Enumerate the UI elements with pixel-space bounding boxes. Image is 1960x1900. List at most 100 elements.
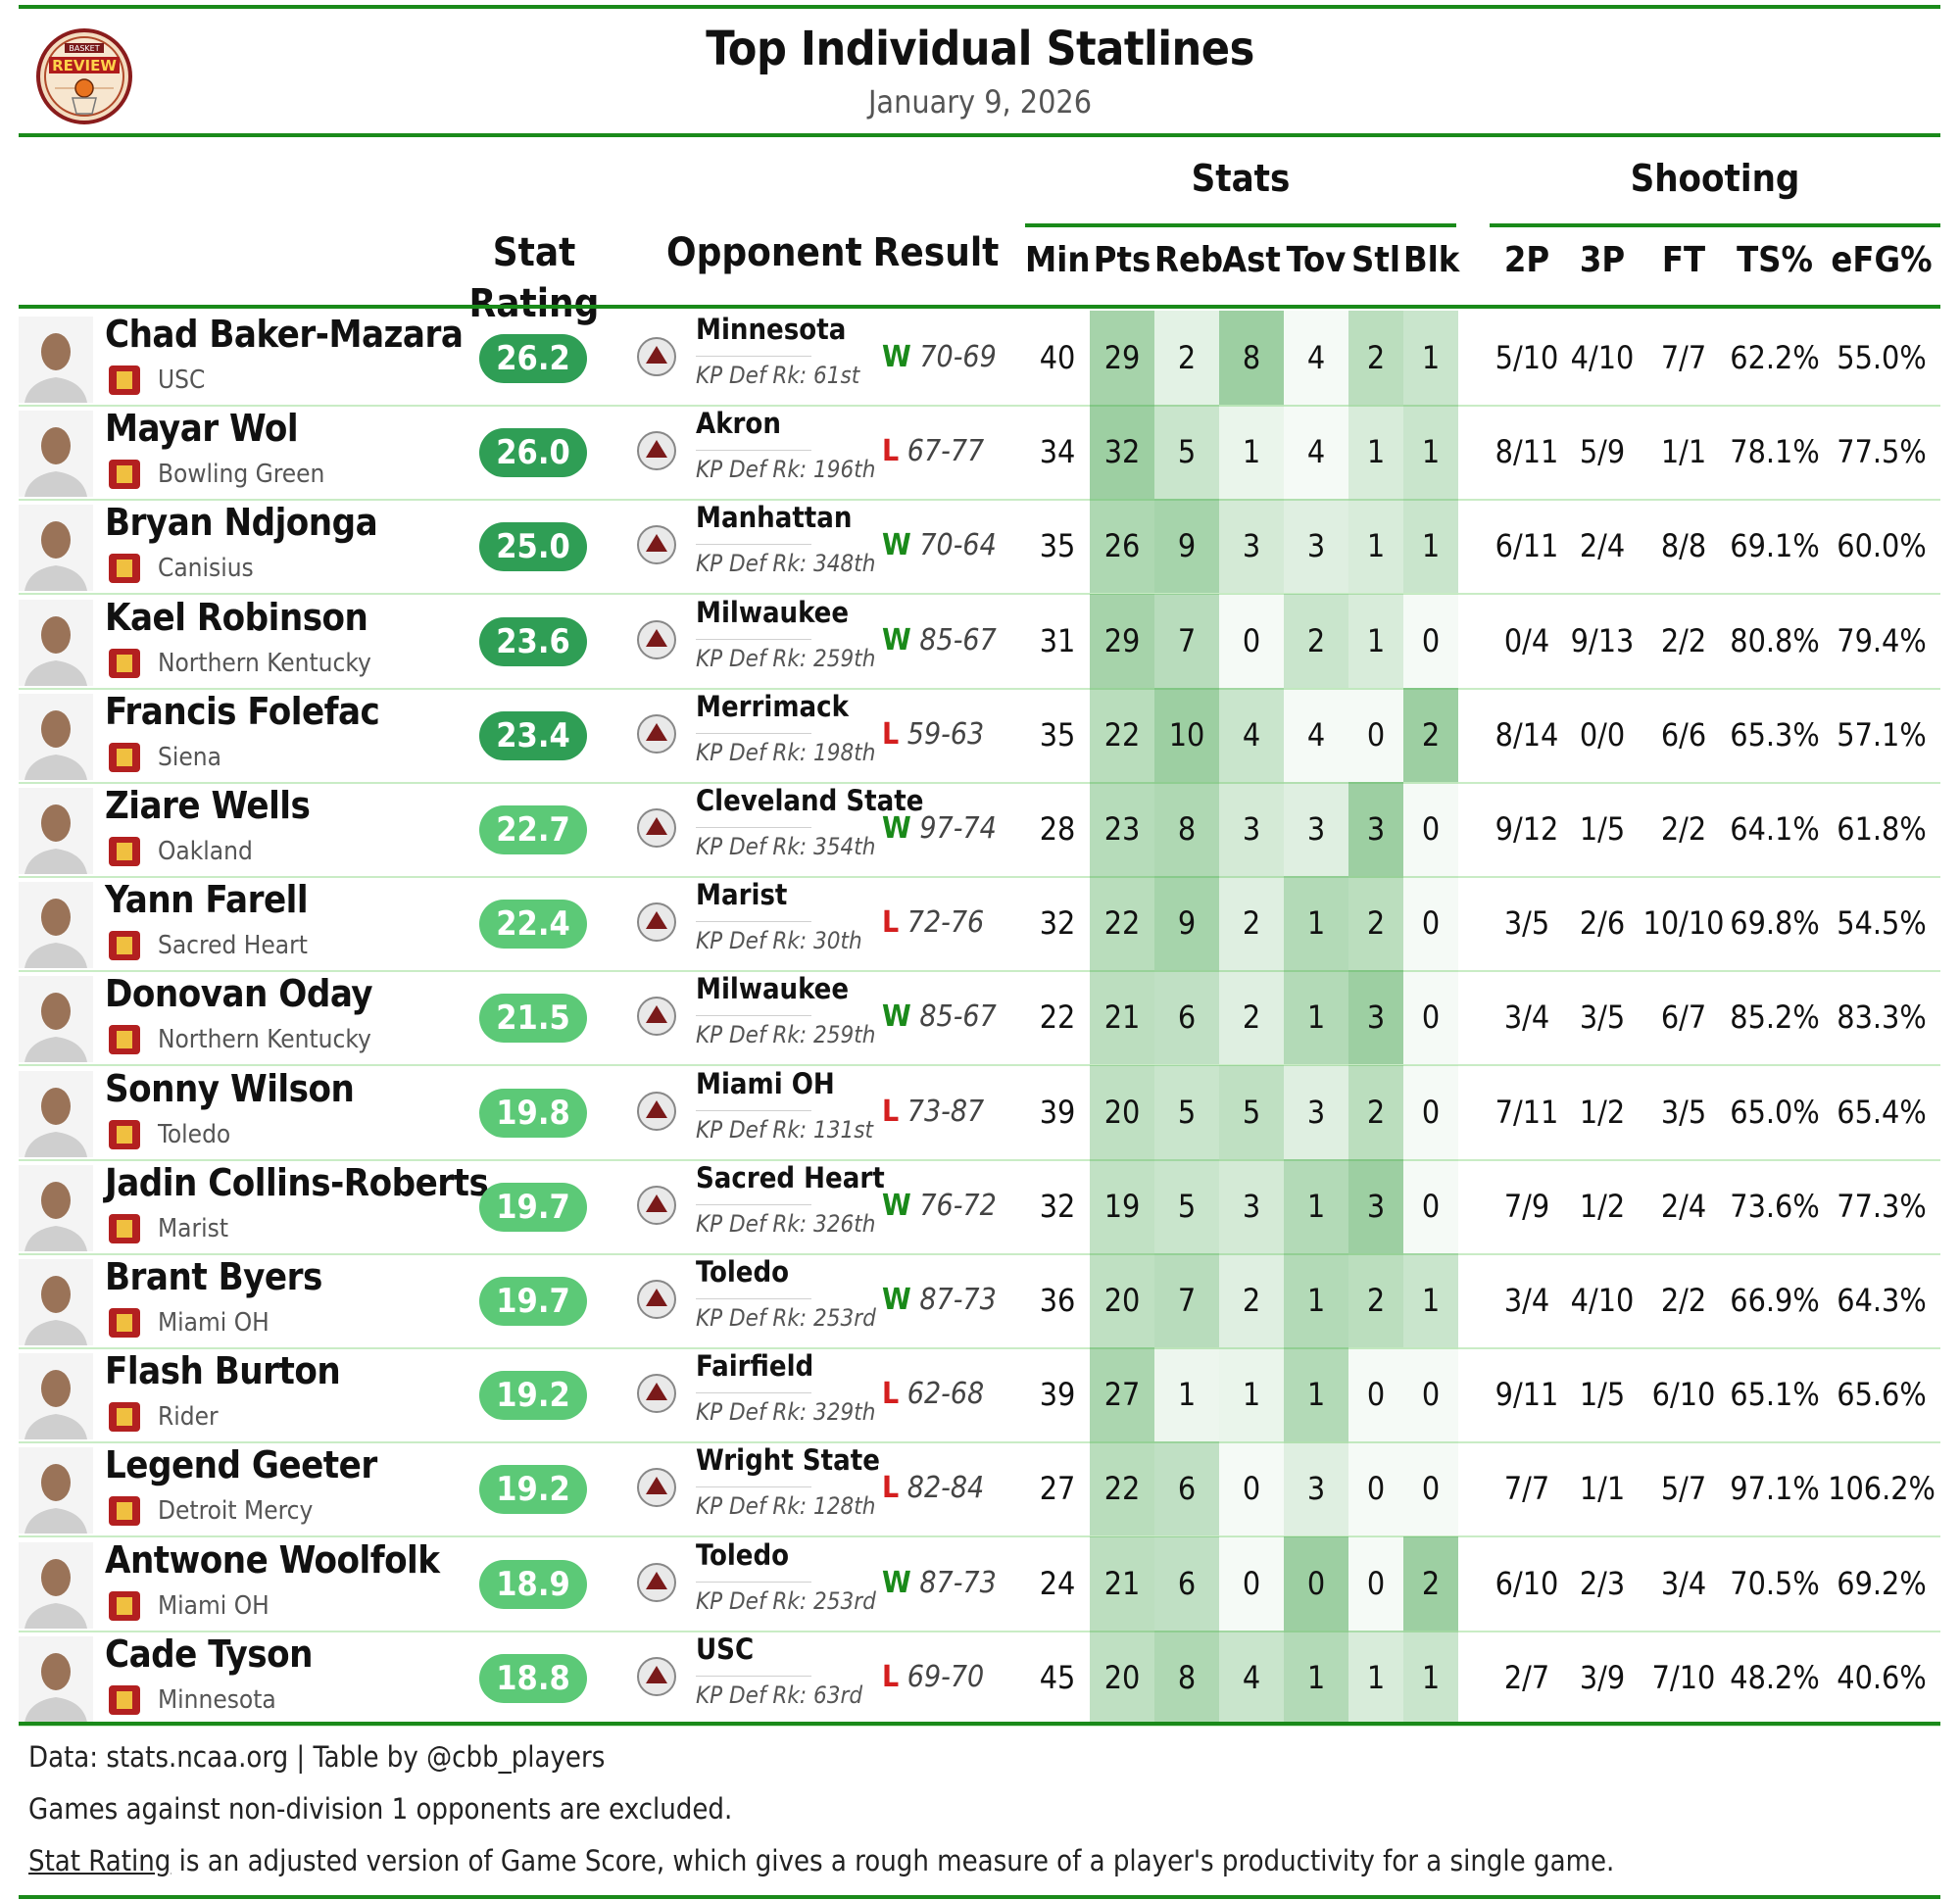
opponent-divider (696, 921, 811, 923)
stat-tov: 1 (1306, 904, 1326, 943)
opponent-name[interactable]: Milwaukee (696, 972, 850, 1006)
result-score: 87-73 (919, 1283, 997, 1317)
player-name[interactable]: Brant Byers (105, 1255, 322, 1298)
opponent-name[interactable]: Marist (696, 878, 788, 912)
stat-ast: 5 (1242, 1093, 1261, 1131)
result-wl: W (882, 811, 911, 846)
game-result: W 85-67 (882, 970, 997, 1064)
result-score: 82-84 (906, 1471, 985, 1506)
stat-reb: 6 (1177, 999, 1197, 1037)
opponent-name[interactable]: Cleveland State (696, 784, 924, 817)
stat-min: 32 (1039, 904, 1076, 943)
stat-stl: 1 (1366, 621, 1386, 659)
opponent-name[interactable]: Fairfield (696, 1349, 814, 1384)
player-name[interactable]: Flash Burton (105, 1349, 341, 1393)
table-row: Antwone Woolfolk Miami OH 18.9 Toledo KP Def… (19, 1535, 1940, 1632)
stat-min: 39 (1039, 1376, 1076, 1414)
opponent-name[interactable]: Sacred Heart (696, 1160, 885, 1194)
shooting-efg-pct: 77.5% (1837, 433, 1927, 471)
opponent-name[interactable]: Wright State (696, 1443, 880, 1478)
stat-tov: 1 (1306, 1282, 1326, 1319)
bottom-rule (19, 1895, 1940, 1899)
stat-shade (1090, 593, 1154, 688)
stat-reb: 7 (1177, 621, 1197, 659)
player-name[interactable]: Kael Robinson (105, 595, 368, 639)
opponent-name[interactable]: Toledo (696, 1255, 790, 1289)
player-name[interactable]: Antwone Woolfolk (105, 1537, 440, 1582)
stat-ast: 3 (1242, 810, 1261, 848)
result-wl: L (882, 716, 900, 752)
opponent-name[interactable]: Manhattan (696, 501, 853, 535)
result-wl: L (882, 1471, 900, 1506)
player-name[interactable]: Francis Folefac (105, 689, 380, 733)
player-name[interactable]: Jadin Collins-Roberts (105, 1160, 489, 1204)
stat-reb: 5 (1177, 1187, 1197, 1225)
stat-shade (1219, 1064, 1284, 1159)
opponent-name[interactable]: Minnesota (696, 313, 847, 346)
shooting-efg-pct: 65.4% (1837, 1093, 1927, 1131)
player-photo (19, 599, 93, 686)
opponent-divider (696, 1109, 811, 1111)
opponent-logo-icon (634, 334, 679, 379)
result-space (899, 1660, 907, 1694)
stat-pts: 23 (1103, 810, 1141, 848)
stat-shade (1403, 970, 1458, 1065)
player-name[interactable]: Cade Tyson (105, 1632, 314, 1676)
col-ft: FT (1661, 240, 1706, 280)
player-name[interactable]: Sonny Wilson (105, 1066, 355, 1110)
stat-blk: 1 (1421, 433, 1441, 471)
stat-pts: 29 (1103, 339, 1141, 376)
opponent-logo-icon (634, 1560, 679, 1605)
player-team: Marist (158, 1213, 228, 1243)
result-wl: W (882, 340, 911, 374)
opponent-name[interactable]: Akron (696, 407, 781, 441)
opponent-name[interactable]: Milwaukee (696, 595, 850, 629)
player-name[interactable]: Mayar Wol (105, 407, 299, 451)
opponent-kp-rank: KP Def Rk: 198th (696, 738, 876, 766)
player-name[interactable]: Yann Farell (105, 878, 309, 922)
opponent-kp-rank: KP Def Rk: 348th (696, 550, 876, 578)
shooting-2p: 3/4 (1503, 999, 1550, 1037)
shooting-2p: 7/7 (1503, 1470, 1550, 1508)
stat-blk: 0 (1421, 621, 1441, 659)
stat-shade (1403, 876, 1458, 971)
player-name[interactable]: Donovan Oday (105, 972, 373, 1016)
stat-min: 31 (1039, 621, 1076, 659)
shooting-efg-pct: 69.2% (1837, 1564, 1927, 1602)
shooting-efg-pct: 83.3% (1837, 999, 1927, 1037)
player-name[interactable]: Legend Geeter (105, 1443, 377, 1487)
group-shooting: Shooting (1630, 157, 1800, 200)
opponent-name[interactable]: Miami OH (696, 1066, 835, 1100)
stat-stl: 3 (1366, 1187, 1386, 1225)
stat-rating-link[interactable]: Stat Rating (28, 1844, 172, 1877)
opponent-name[interactable]: Merrimack (696, 689, 849, 723)
opponent-name[interactable]: Toledo (696, 1537, 790, 1572)
stat-shade (1348, 1630, 1403, 1725)
stat-min: 45 (1039, 1658, 1076, 1696)
result-wl: W (882, 528, 911, 563)
stat-reb: 8 (1177, 1658, 1197, 1696)
stat-shade (1348, 593, 1403, 688)
player-name[interactable]: Bryan Ndjonga (105, 501, 378, 545)
stat-tov: 1 (1306, 1658, 1326, 1696)
stat-stl: 0 (1366, 1470, 1386, 1508)
opponent-logo-icon (634, 522, 679, 567)
player-team: Toledo (158, 1119, 231, 1149)
shooting-ts-pct: 48.2% (1730, 1658, 1820, 1696)
table-row: Cade Tyson Minnesota 18.8 USC KP Def Rk: 63r… (19, 1630, 1940, 1727)
opponent-name[interactable]: USC (696, 1632, 755, 1666)
team-logo-icon (105, 550, 144, 587)
player-name[interactable]: Ziare Wells (105, 784, 311, 827)
stat-ast: 2 (1242, 1282, 1261, 1319)
group-shooting-rule (1490, 223, 1940, 227)
player-team: Canisius (158, 554, 254, 584)
stat-reb: 10 (1168, 715, 1205, 754)
player-photo (19, 505, 93, 592)
opponent-divider (696, 1015, 811, 1017)
opponent-divider (696, 544, 811, 546)
table-row: Yann Farell Sacred Heart 22.4 Marist KP Def … (19, 876, 1940, 973)
stat-shade (1403, 1253, 1458, 1347)
team-logo-icon (105, 1116, 144, 1153)
player-photo (19, 1447, 93, 1535)
player-name[interactable]: Chad Baker-Mazara (105, 313, 464, 356)
